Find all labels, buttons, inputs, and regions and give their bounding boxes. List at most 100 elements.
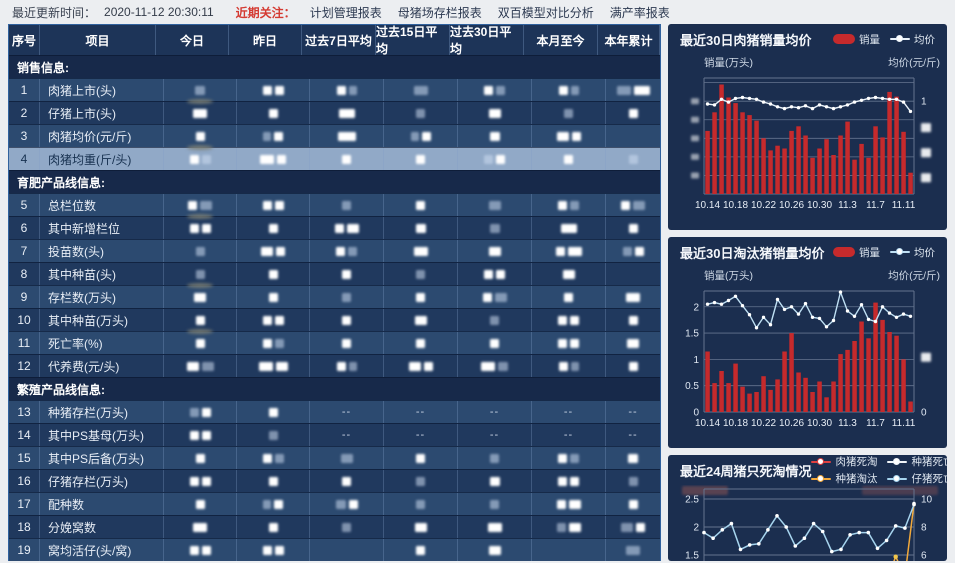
table-row[interactable]: 19 窝均活仔(头/窝) <box>9 538 660 561</box>
row-value-cell <box>384 355 458 377</box>
report-links: 计划管理报表 母猪场存栏报表 双百模型对比分析 满产率报表 <box>310 4 670 21</box>
report-link[interactable]: 满产率报表 <box>609 5 670 20</box>
row-value-cell <box>164 539 237 561</box>
row-value-cell <box>237 332 310 354</box>
row-value-cell <box>164 79 237 101</box>
column-header: 过去7日平均 <box>302 25 376 55</box>
table-row[interactable]: 12 代养费(元/头) <box>9 354 660 377</box>
svg-text:1.5: 1.5 <box>685 551 699 562</box>
table-row[interactable]: 16 仔猪存栏(万头) <box>9 469 660 492</box>
row-value-cell <box>458 539 532 561</box>
redacted-value <box>342 476 351 486</box>
redacted-value <box>268 522 278 532</box>
redacted-value <box>195 338 205 348</box>
legend-label: 肉猪死淘 <box>835 456 878 468</box>
svg-text:2.5: 2.5 <box>685 495 699 506</box>
row-value-cell <box>384 286 458 308</box>
row-value-cell <box>310 148 384 170</box>
row-value-cell: -- <box>532 401 606 423</box>
row-value-cell <box>237 424 310 446</box>
empty-value: -- <box>489 406 500 418</box>
table-row[interactable]: 11 死亡率(%) <box>9 329 660 354</box>
redacted-value <box>340 453 353 463</box>
row-value-cell <box>384 447 458 469</box>
redacted-value <box>261 246 273 256</box>
row-value-cell <box>458 263 532 285</box>
redacted-value <box>408 361 421 371</box>
row-item-label: 其中PS基母(万头) <box>40 424 164 446</box>
bar-line-chart: 销量(万头) 均价(元/斤)21.510.50 010.14 10.18 10.22 10… <box>685 269 940 429</box>
row-value-cell <box>606 102 660 124</box>
report-link[interactable]: 双百模型对比分析 <box>497 5 594 20</box>
row-value-cell <box>384 263 458 285</box>
redacted-value <box>558 85 568 95</box>
redacted-value <box>201 545 211 555</box>
row-value-cell <box>458 447 532 469</box>
row-value-cell <box>237 148 310 170</box>
table-row[interactable]: 13 种猪存栏(万头) -- -- -- -- -- <box>9 400 660 423</box>
svg-text:0.5: 0.5 <box>685 381 699 392</box>
redaction-smudge <box>187 283 213 288</box>
redacted-value <box>556 499 566 509</box>
empty-value: -- <box>489 429 500 441</box>
row-value-cell <box>310 539 384 561</box>
table-row[interactable]: 10 其中种苗(万头) <box>9 308 660 331</box>
table-row[interactable]: 8 其中种苗(头) <box>9 262 660 285</box>
redacted-value <box>416 338 425 348</box>
table-row[interactable]: 7 投苗数(头) <box>9 239 660 262</box>
table-row[interactable]: 18 分娩窝数 <box>9 515 660 538</box>
redacted-value <box>562 269 575 279</box>
chart-legend: 肉猪死淘 种猪死亡种猪淘汰 仔猪死亡 <box>811 455 947 486</box>
table-row[interactable]: 17 配种数 <box>9 492 660 515</box>
empty-value: -- <box>628 429 638 441</box>
svg-text:10.14: 10.14 <box>695 418 720 429</box>
redacted-value <box>337 131 356 141</box>
table-row[interactable]: 1 肉猪上市(头) <box>9 78 660 101</box>
row-index: 15 <box>9 447 40 469</box>
row-value-cell <box>310 79 384 101</box>
table-row[interactable]: 3 肉猪均价(元/斤) <box>9 124 660 147</box>
redacted-value <box>634 246 644 256</box>
row-value-cell <box>458 286 532 308</box>
row-index: 14 <box>9 424 40 446</box>
row-item-label: 仔猪存栏(万头) <box>40 470 164 492</box>
table-row[interactable]: 6 其中新增栏位 <box>9 214 660 239</box>
redacted-value <box>414 522 427 532</box>
redacted-value <box>274 545 284 555</box>
redacted-value <box>189 545 199 555</box>
row-value-cell <box>384 332 458 354</box>
row-item-label: 配种数 <box>40 493 164 515</box>
report-link[interactable]: 母猪场存栏报表 <box>397 5 482 20</box>
row-value-cell <box>384 516 458 538</box>
row-value-cell <box>237 194 310 216</box>
legend-label: 均价 <box>914 246 935 259</box>
chart-legend: 销量 均价 <box>833 245 935 260</box>
redacted-value <box>627 338 639 348</box>
table-row[interactable]: 2 仔猪上市(头) <box>9 99 660 124</box>
row-value-cell <box>164 99 237 124</box>
chart-legend: 销量 均价 <box>833 32 935 47</box>
table-section-header: 销售信息: <box>9 55 660 78</box>
redacted-value <box>268 223 278 233</box>
row-value-cell <box>237 217 310 239</box>
row-value-cell <box>532 194 606 216</box>
row-value-cell <box>164 309 237 331</box>
redacted-value <box>195 269 205 279</box>
row-value-cell <box>532 355 606 377</box>
table-row[interactable]: 14 其中PS基母(万头) -- -- -- -- -- <box>9 423 660 446</box>
table-row[interactable]: 5 总栏位数 <box>9 193 660 216</box>
redacted-value <box>348 246 357 256</box>
redacted-value <box>564 154 573 164</box>
row-value-cell <box>458 240 532 262</box>
table-row[interactable]: 15 其中PS后备(万头) <box>9 446 660 469</box>
row-value-cell <box>458 470 532 492</box>
legend-bar-icon <box>833 247 855 257</box>
table-row[interactable]: 4 肉猪均重(斤/头) <box>9 145 660 170</box>
legend-label: 种猪淘汰 <box>835 473 878 485</box>
table-row[interactable]: 9 存栏数(万头) <box>9 283 660 308</box>
report-link[interactable]: 计划管理报表 <box>309 5 382 20</box>
redacted-value <box>410 131 419 141</box>
update-time-value: 2020-11-12 20:30:11 <box>104 5 214 19</box>
row-value-cell <box>237 516 310 538</box>
row-item-label: 仔猪上市(头) <box>40 102 164 124</box>
